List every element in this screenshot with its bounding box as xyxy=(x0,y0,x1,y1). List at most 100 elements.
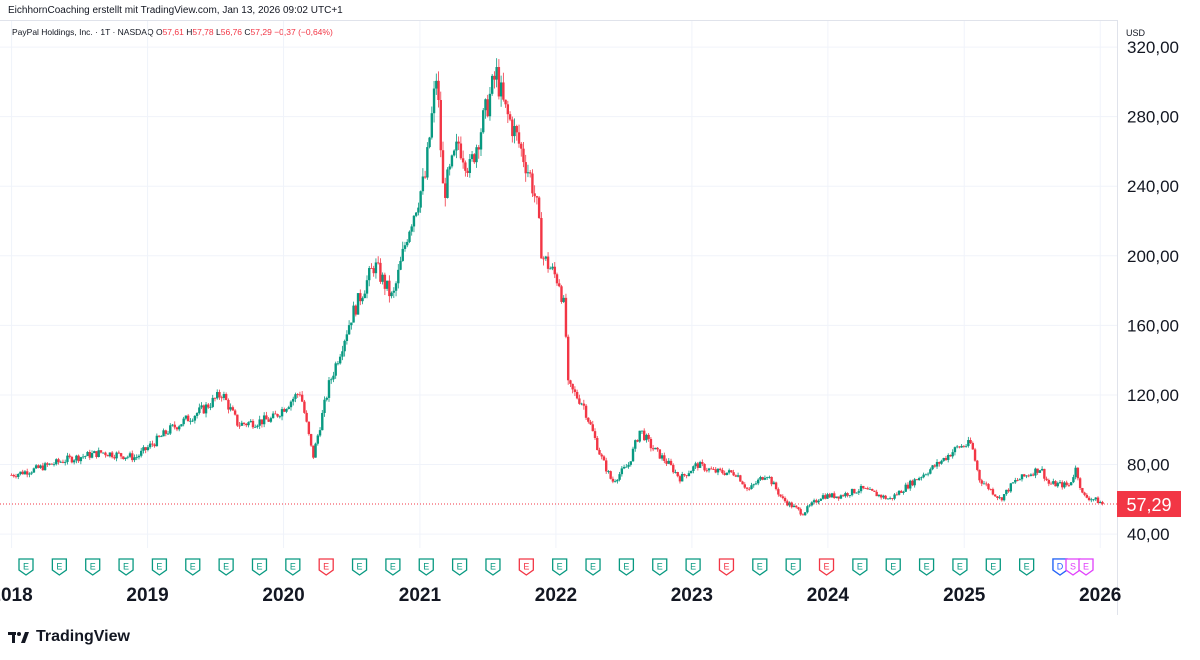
candle-body xyxy=(66,455,69,462)
candle-body xyxy=(361,298,364,302)
candle-body xyxy=(52,464,56,465)
candle-body xyxy=(236,414,239,426)
candle-body xyxy=(526,172,530,174)
candle-body xyxy=(39,465,42,468)
candle-body xyxy=(891,498,894,499)
candle-body xyxy=(198,407,201,414)
earnings-marker-icon xyxy=(185,558,201,576)
candle-body xyxy=(703,463,706,471)
candle-body xyxy=(193,415,197,421)
candle-body xyxy=(1061,482,1064,488)
event-marker-label: E xyxy=(223,562,229,572)
symbol-legend[interactable]: PayPal Holdings, Inc. · 1T · NASDAQ O57,… xyxy=(12,27,333,37)
candle-body xyxy=(88,451,91,458)
currency-label[interactable]: USD xyxy=(1126,28,1146,38)
event-marker-label: E xyxy=(924,562,930,572)
candle-body xyxy=(314,443,317,458)
candle-body xyxy=(383,274,387,289)
earnings-marker-icon xyxy=(652,558,668,576)
candle-body xyxy=(271,413,275,419)
candle-body xyxy=(1009,483,1013,492)
candle-body xyxy=(213,397,217,399)
candle-body xyxy=(365,280,369,294)
candle-body xyxy=(267,419,270,422)
chart-frame xyxy=(0,20,1118,615)
earnings-marker-icon xyxy=(885,558,901,576)
candle-body xyxy=(75,455,78,461)
candle-body xyxy=(790,502,793,508)
candle-body xyxy=(260,419,264,425)
earnings-marker-icon xyxy=(18,558,34,576)
candle-body xyxy=(600,454,603,457)
event-marker-label: E xyxy=(557,562,563,572)
candle-body xyxy=(289,401,293,408)
candle-body xyxy=(696,463,700,468)
candle-body xyxy=(110,452,114,458)
footer-brand[interactable]: TradingView xyxy=(8,628,130,646)
event-marker-label: E xyxy=(824,562,830,572)
candle-body xyxy=(944,457,948,460)
candle-body xyxy=(1002,494,1006,501)
candle-body xyxy=(821,495,825,499)
candle-body xyxy=(546,256,550,269)
candle-body xyxy=(714,469,717,473)
candle-body xyxy=(468,159,472,173)
candle-body xyxy=(262,415,266,425)
candle-body xyxy=(352,305,355,323)
candle-body xyxy=(971,443,975,450)
candle-body xyxy=(772,482,776,485)
candle-body xyxy=(837,496,840,499)
candle-body xyxy=(473,154,476,163)
candle-body xyxy=(667,460,670,464)
candle-body xyxy=(444,183,447,198)
candle-body xyxy=(864,488,867,489)
event-marker-label: E xyxy=(323,562,329,572)
candle-body xyxy=(128,453,132,457)
event-marker-label: E xyxy=(457,562,463,572)
candle-body xyxy=(723,473,726,475)
candle-body xyxy=(359,293,362,302)
candle-body xyxy=(113,457,116,459)
candle-body xyxy=(30,472,33,474)
earnings-marker-icon xyxy=(351,558,368,576)
candle-body xyxy=(34,465,38,469)
candle-body xyxy=(645,434,648,441)
candle-body xyxy=(560,286,563,302)
event-marker-label: E xyxy=(1024,562,1030,572)
candle-body xyxy=(160,436,163,438)
candle-body xyxy=(549,268,552,270)
candle-body xyxy=(153,444,156,447)
candle-body xyxy=(719,468,722,471)
candle-body xyxy=(654,447,657,450)
candle-body xyxy=(254,426,257,428)
candle-body xyxy=(135,457,138,459)
candle-body xyxy=(520,143,523,149)
candle-body xyxy=(1029,474,1033,476)
candle-body xyxy=(216,392,219,399)
candle-body xyxy=(906,484,910,489)
candle-body xyxy=(1034,468,1037,476)
candle-body xyxy=(137,455,141,458)
candle-body xyxy=(846,493,849,496)
event-marker-label: E xyxy=(523,562,529,572)
price-chart[interactable]: 57,29 40,00 80,00 120,00 160,00 200,00 240,00… xyxy=(0,0,1200,620)
candle-body xyxy=(148,443,152,448)
candle-body xyxy=(774,482,778,490)
candle-body xyxy=(1016,480,1019,481)
candle-body xyxy=(379,262,382,282)
candle-body xyxy=(294,394,297,399)
candle-body xyxy=(144,447,147,451)
candle-body xyxy=(350,322,353,326)
candle-body xyxy=(1005,489,1008,495)
candle-body xyxy=(280,409,284,417)
candle-body xyxy=(978,469,981,481)
event-marker-label: E xyxy=(190,562,196,572)
candle-body xyxy=(493,75,496,80)
candle-body xyxy=(942,457,945,461)
candle-body xyxy=(1036,468,1039,473)
candle-body xyxy=(488,93,492,117)
candle-body xyxy=(399,260,402,270)
candle-body xyxy=(947,455,950,460)
candle-body xyxy=(10,474,13,476)
candle-body xyxy=(298,394,302,396)
